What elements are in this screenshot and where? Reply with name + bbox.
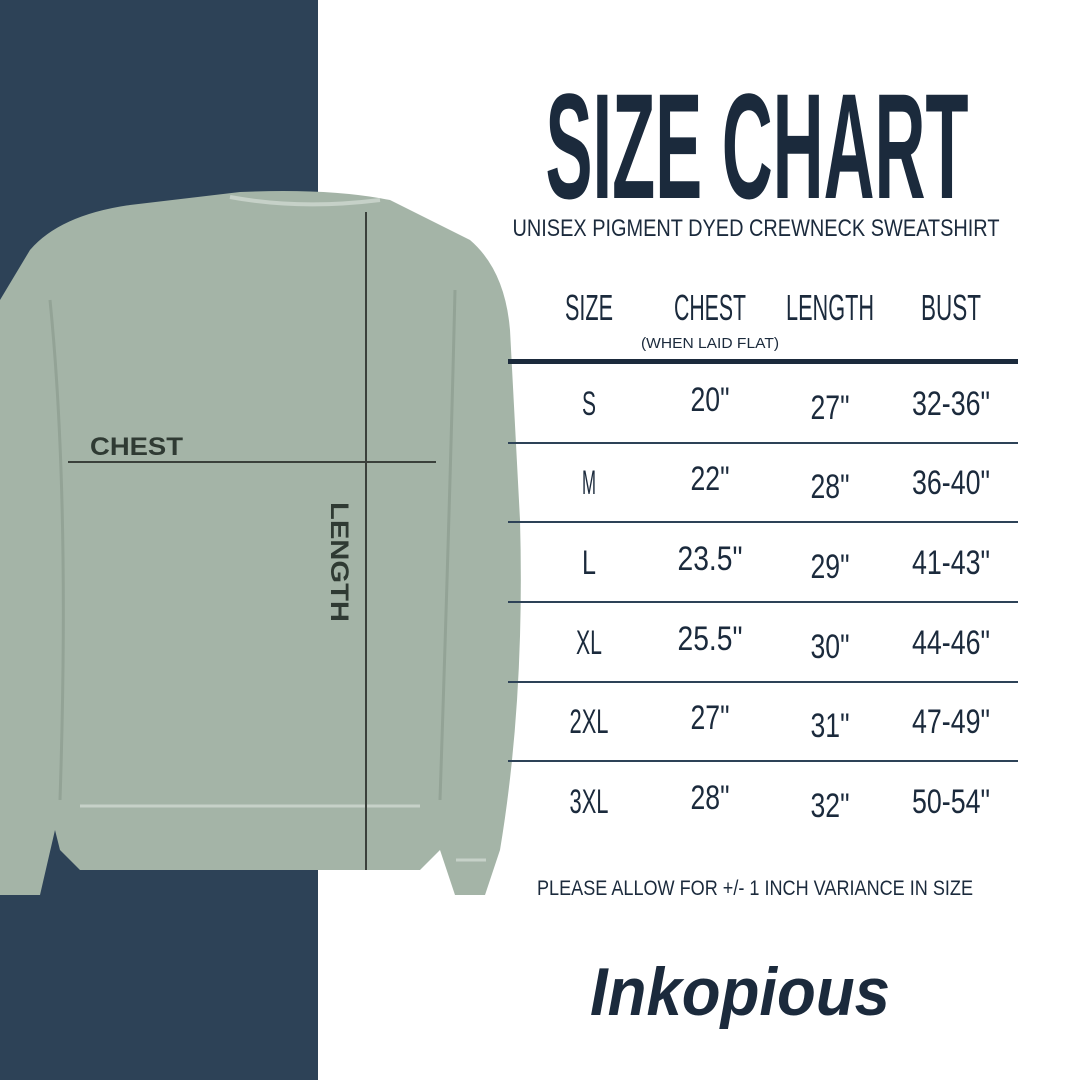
header-chest: CHEST (674, 287, 746, 328)
row-divider (508, 521, 1018, 523)
table-cell-length: 29" (811, 548, 850, 586)
table-cell-size: S (582, 385, 596, 423)
table-cell-bust: 50-54" (912, 783, 990, 821)
header-bust: BUST (921, 287, 981, 328)
table-cell-chest: 22" (691, 460, 730, 498)
size-chart-panel: SIZE CHART UNISEX PIGMENT DYED CREWNECK … (508, 62, 1018, 1030)
table-cell-size: XL (576, 624, 602, 662)
table-cell-size: 3XL (570, 783, 609, 821)
table-cell-chest: 25.5" (678, 620, 743, 658)
table-cell-length: 27" (811, 389, 850, 427)
table-cell-chest: 23.5" (678, 540, 743, 578)
table-cell-chest: 20" (691, 381, 730, 419)
chest-label: CHEST (90, 433, 183, 461)
table-cell-length: 32" (811, 787, 850, 825)
row-divider (508, 601, 1018, 603)
length-label: LENGTH (325, 502, 353, 622)
table-cell-bust: 44-46" (912, 624, 990, 662)
table-cell-bust: 32-36" (912, 385, 990, 423)
table-cell-length: 31" (811, 707, 850, 745)
chest-note: (WHEN LAID FLAT) (641, 335, 779, 352)
table-cell-length: 28" (811, 468, 850, 506)
product-subtitle: UNISEX PIGMENT DYED CREWNECK SWEATSHIRT (513, 215, 1000, 242)
table-cell-size: 2XL (570, 703, 609, 741)
table-cell-size: L (582, 544, 596, 582)
variance-note: PLEASE ALLOW FOR +/- 1 INCH VARIANCE IN … (537, 877, 973, 900)
row-divider (508, 442, 1018, 444)
table-cell-bust: 36-40" (912, 464, 990, 502)
table-cell-bust: 47-49" (912, 703, 990, 741)
header-length: LENGTH (786, 287, 874, 328)
page-title: SIZE CHART (546, 62, 969, 230)
table-cell-length: 30" (811, 628, 850, 666)
table-cell-size: M (582, 464, 596, 502)
row-divider (508, 681, 1018, 683)
brand-logo: Inkopious (590, 954, 890, 1030)
table-cell-chest: 28" (691, 779, 730, 817)
row-divider (508, 760, 1018, 762)
header-divider (508, 359, 1018, 364)
header-size: SIZE (565, 287, 613, 328)
sweatshirt-image: CHEST LENGTH (0, 191, 521, 895)
table-cell-chest: 27" (691, 699, 730, 737)
table-cell-bust: 41-43" (912, 544, 990, 582)
